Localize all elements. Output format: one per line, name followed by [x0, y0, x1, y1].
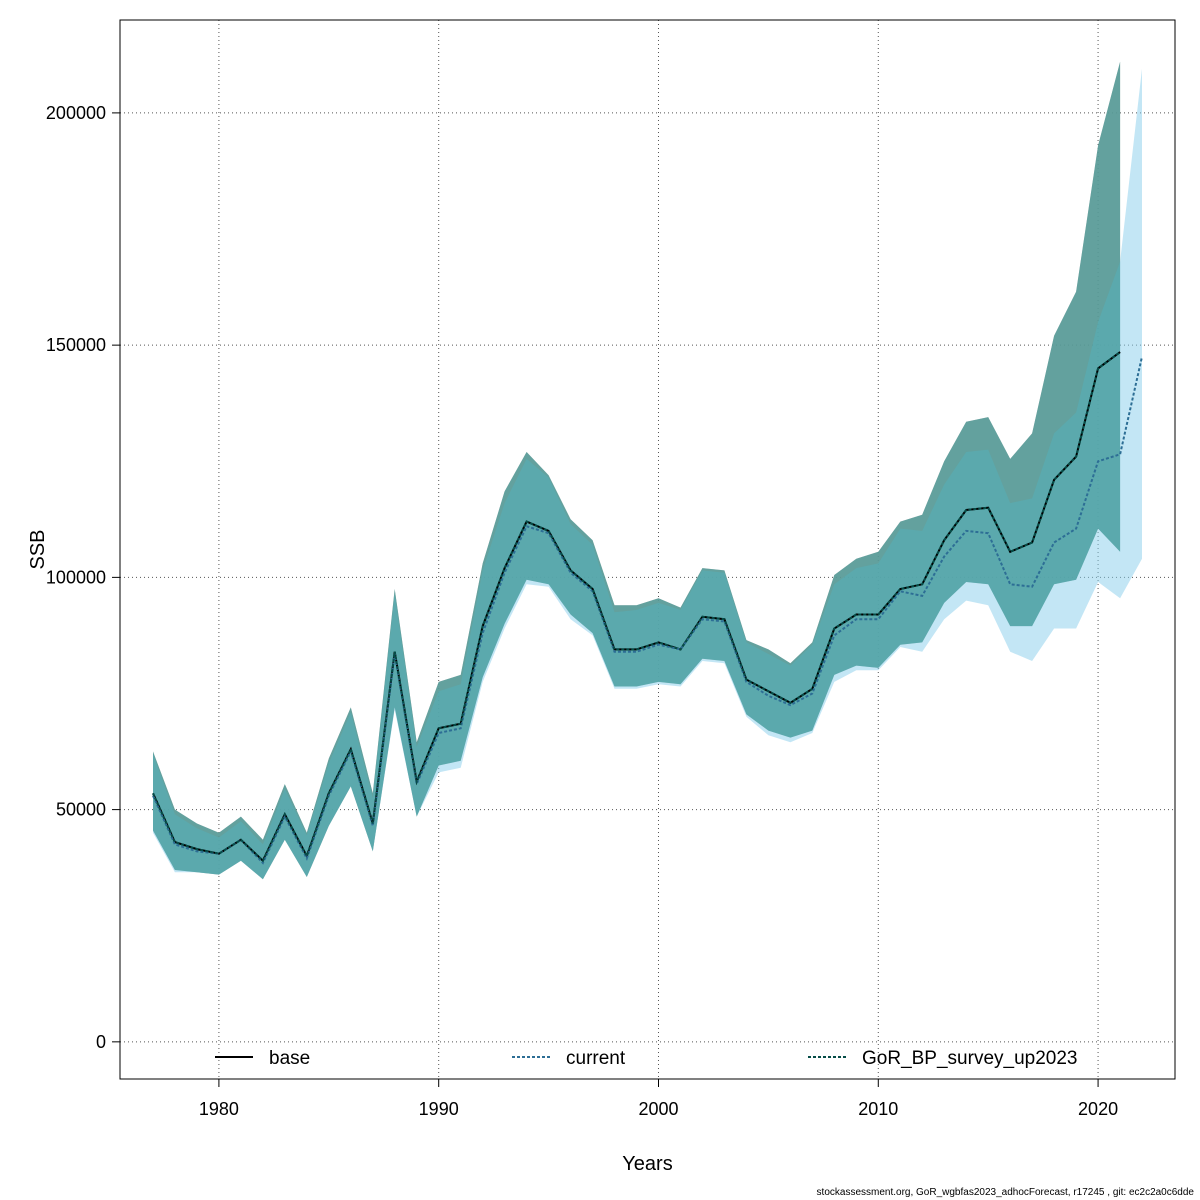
- x-tick-label: 1980: [199, 1099, 239, 1119]
- x-tick-label: 2020: [1078, 1099, 1118, 1119]
- legend: base current GoR_BP_survey_up2023: [215, 1048, 1077, 1069]
- x-tick-label: 1990: [419, 1099, 459, 1119]
- y-tick-label: 150000: [46, 335, 106, 355]
- y-tick-label: 50000: [56, 800, 106, 820]
- series-lines: [152, 351, 1143, 865]
- x-tick-label: 2000: [638, 1099, 678, 1119]
- y-axis-title: SSB: [27, 529, 49, 569]
- legend-label: current: [566, 1048, 626, 1069]
- y-tick-label: 200000: [46, 103, 106, 123]
- axes: 1980 1990 2000 2010 2020 0 50000 100000 150000 20…: [46, 103, 1118, 1119]
- y-tick-label: 0: [96, 1032, 106, 1052]
- line-GoR_BP_survey_up2023: [152, 351, 1121, 863]
- band-GoR_BP_survey_up2023: [153, 61, 1121, 880]
- x-tick-label: 2010: [858, 1099, 898, 1119]
- legend-label: GoR_BP_survey_up2023: [862, 1048, 1077, 1069]
- confidence-bands: [153, 61, 1142, 880]
- x-axis-title: Years: [622, 1153, 672, 1175]
- footer-credit: stockassessment.org, GoR_wgbfas2023_adho…: [816, 1187, 1194, 1198]
- plot-frame: [119, 19, 1176, 1080]
- legend-label: base: [269, 1048, 310, 1069]
- line-current: [152, 356, 1143, 865]
- y-tick-label: 100000: [46, 567, 106, 587]
